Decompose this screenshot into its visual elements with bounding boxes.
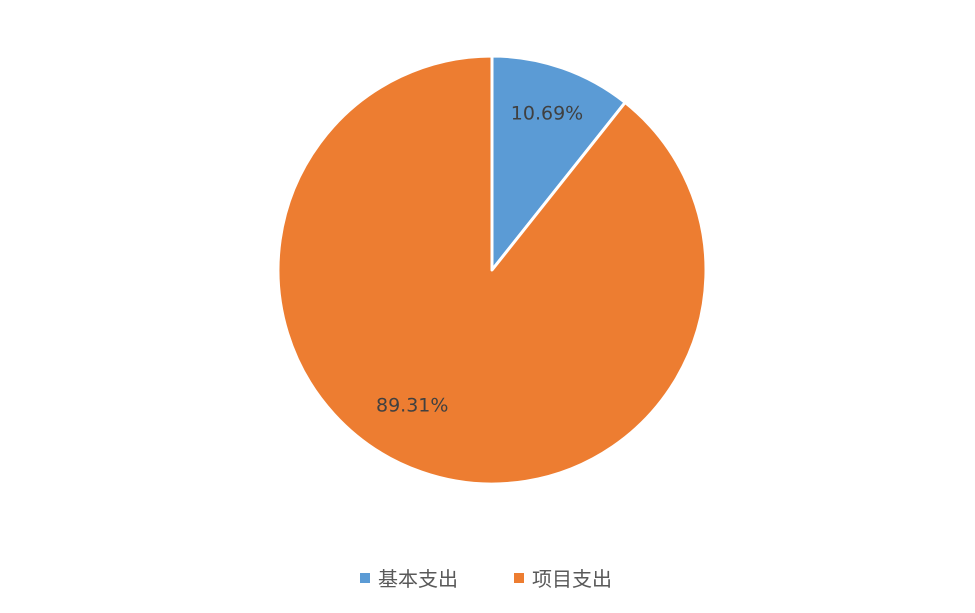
pie-slice-1: [276, 54, 708, 486]
legend-swatch-1: [514, 573, 524, 583]
pie-slice-0: [490, 54, 627, 272]
legend-swatch-0: [360, 573, 370, 583]
legend: 基本支出 项目支出: [360, 567, 612, 591]
legend-label-0: 基本支出: [378, 567, 458, 591]
data-labels: 10.69% 89.31%: [376, 102, 583, 416]
legend-label-1: 项目支出: [532, 567, 612, 591]
data-label-0: 10.69%: [511, 102, 583, 124]
pie-slices: [276, 54, 708, 486]
data-label-1: 89.31%: [376, 394, 448, 416]
